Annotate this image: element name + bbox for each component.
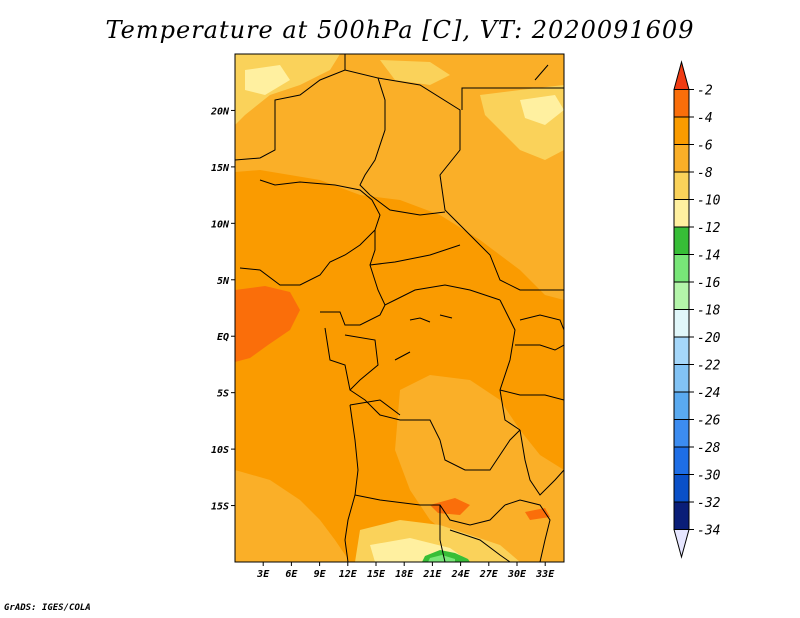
temperature-field — [235, 54, 564, 562]
colorbar-swatch — [673, 281, 690, 310]
x-tick-label: 30E — [507, 569, 527, 580]
colorbar: -2 -4 -6 -8 -10 -12 -14 -16 -18 -20 -22 -24 -26 -28 -3… — [673, 60, 721, 559]
colorbar-label: -24 — [697, 386, 720, 401]
colorbar-label: -28 — [697, 441, 721, 456]
colorbar-label: -32 — [697, 496, 721, 511]
y-tick-label: 10N — [211, 219, 230, 230]
credit-text: GrADS: IGES/COLA — [4, 603, 91, 613]
colorbar-swatch — [673, 254, 690, 283]
x-tick-label: 3E — [256, 569, 270, 580]
x-tick-label: 33E — [535, 569, 555, 580]
colorbar-label: -18 — [697, 304, 721, 319]
colorbar-swatch — [673, 501, 690, 530]
x-tick-label: 24E — [451, 569, 471, 580]
colorbar-swatch — [673, 226, 690, 255]
colorbar-swatch — [673, 144, 690, 173]
colorbar-label: -30 — [697, 469, 721, 484]
colorbar-label: -34 — [697, 524, 720, 539]
colorbar-swatch — [673, 199, 690, 228]
x-tick-label: 6E — [285, 569, 298, 580]
y-tick-label: 10S — [211, 445, 229, 456]
country-borders — [235, 54, 564, 562]
colorbar-label: -2 — [697, 84, 713, 99]
colorbar-swatch — [673, 116, 690, 145]
x-tick-label: 12E — [339, 569, 358, 580]
colorbar-swatch — [673, 171, 690, 200]
y-tick-label: 20N — [210, 106, 230, 117]
y-tick-label: EQ — [217, 332, 229, 343]
colorbar-swatch — [673, 446, 690, 475]
colorbar-label: -22 — [697, 359, 721, 374]
colorbar-top-arrow — [673, 60, 690, 90]
map-title: Temperature at 500hPa [C], VT: 202009160… — [105, 16, 695, 44]
x-tick-label: 21E — [422, 569, 442, 580]
y-tick-label: 15N — [211, 163, 230, 174]
colorbar-swatch — [673, 336, 690, 365]
y-tick-label: 5N — [217, 276, 230, 287]
y-tick-label: 15S — [211, 502, 229, 513]
colorbar-label: -26 — [697, 414, 721, 429]
axis-ticks — [231, 109, 546, 566]
colorbar-swatch — [673, 391, 690, 420]
axis-labels: 3E 6E 9E 12E 15E 18E 21E 24E 27E 30E 33E 20N 15N 10N 5… — [210, 106, 555, 580]
colorbar-swatch — [673, 419, 690, 448]
colorbar-label: -14 — [697, 249, 720, 264]
colorbar-swatch — [673, 364, 690, 393]
colorbar-swatch — [673, 89, 690, 118]
colorbar-label: -8 — [697, 166, 713, 181]
colorbar-label: -10 — [697, 194, 721, 209]
map-frame — [234, 53, 565, 563]
colorbar-bottom-arrow — [673, 529, 690, 559]
colorbar-swatch — [673, 474, 690, 503]
colorbar-label: -20 — [697, 331, 721, 346]
x-tick-label: 18E — [395, 569, 414, 580]
x-tick-label: 27E — [479, 569, 499, 580]
x-tick-label: 9E — [314, 569, 327, 580]
colorbar-label: -6 — [697, 139, 713, 154]
colorbar-swatch — [673, 309, 690, 338]
colorbar-label: -4 — [697, 111, 713, 126]
x-tick-label: 15E — [367, 569, 386, 580]
colorbar-label: -16 — [697, 276, 721, 291]
colorbar-label: -12 — [697, 221, 721, 236]
y-tick-label: 5S — [217, 389, 229, 400]
